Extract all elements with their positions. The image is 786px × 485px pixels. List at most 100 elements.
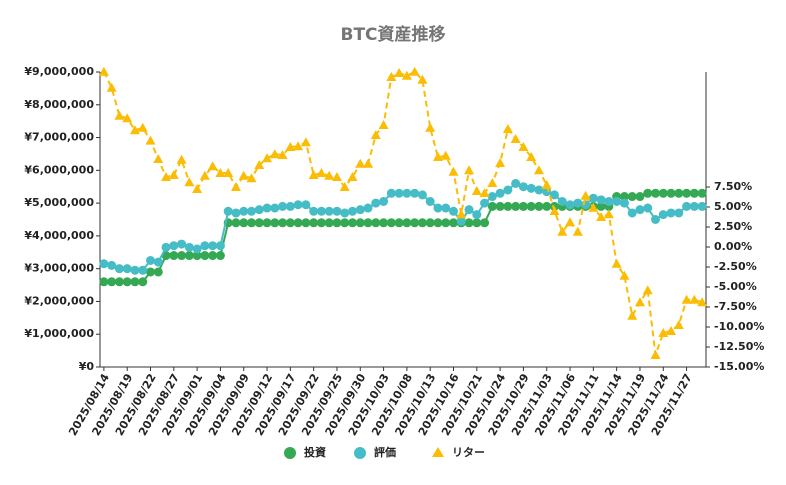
data-point (340, 218, 350, 228)
data-point (223, 206, 233, 216)
y-tick-label: ¥7,000,000 (24, 131, 94, 144)
data-point (627, 192, 637, 202)
data-point (99, 259, 109, 269)
data-point (199, 170, 210, 180)
y-tick-label: ¥4,000,000 (24, 229, 94, 242)
data-point (161, 242, 171, 252)
y2-tick-label: -15.00% (714, 360, 764, 373)
data-point (619, 198, 629, 208)
data-point (386, 72, 397, 81)
y2-tick-label: -12.50% (714, 340, 764, 353)
data-point (557, 226, 568, 236)
data-point (285, 142, 296, 151)
data-point (658, 188, 668, 198)
data-point (270, 203, 280, 213)
data-point (293, 218, 303, 228)
data-point (480, 218, 490, 228)
data-point (533, 165, 544, 175)
data-point (394, 218, 404, 228)
data-point (503, 185, 513, 195)
data-point (410, 188, 420, 198)
data-point (146, 267, 155, 277)
data-point (238, 170, 249, 180)
data-point (480, 198, 490, 208)
data-point (200, 251, 210, 261)
data-point (588, 193, 598, 203)
y-tick-label: ¥5,000,000 (24, 196, 94, 209)
data-point (363, 158, 374, 168)
data-point (612, 196, 622, 206)
data-point (153, 154, 164, 163)
data-point (697, 201, 707, 211)
data-point (332, 206, 342, 216)
y-tick-label: ¥9,000,000 (24, 65, 94, 78)
data-point (417, 218, 427, 228)
data-point (230, 182, 241, 191)
data-point (107, 277, 117, 287)
data-point (269, 149, 280, 159)
data-point (449, 206, 458, 216)
data-point (604, 196, 614, 206)
data-point (534, 185, 544, 195)
data-point (464, 205, 474, 215)
y2-tick-label: 7.50% (714, 180, 752, 193)
data-point (386, 218, 396, 228)
data-point (332, 218, 342, 228)
y-tick-label: ¥2,000,000 (24, 294, 94, 307)
data-point (215, 241, 225, 251)
data-point (456, 209, 467, 219)
data-point (425, 122, 436, 132)
data-point (394, 68, 405, 77)
data-point (122, 264, 132, 274)
data-point (580, 190, 591, 200)
data-point (146, 255, 155, 265)
data-point (541, 180, 552, 189)
data-point (674, 208, 684, 218)
data-point (169, 241, 179, 251)
data-point (634, 297, 645, 307)
data-point (262, 153, 273, 163)
data-point (627, 310, 638, 320)
data-point (433, 203, 443, 213)
data-point (309, 218, 319, 228)
data-point (122, 113, 133, 123)
data-point (247, 218, 256, 228)
data-point (215, 168, 226, 177)
data-point (433, 218, 443, 228)
data-point (487, 201, 497, 211)
data-point (168, 170, 179, 179)
data-point (301, 218, 311, 228)
data-point (215, 251, 225, 261)
data-point (402, 188, 412, 198)
data-point (324, 206, 334, 216)
data-point (176, 154, 187, 164)
data-point (208, 241, 218, 251)
data-point (643, 203, 653, 213)
data-point (270, 218, 280, 228)
data-point (689, 188, 699, 198)
data-point (651, 215, 660, 224)
data-point (246, 173, 257, 183)
data-point (363, 203, 373, 213)
data-point (487, 178, 498, 187)
data-point (588, 202, 599, 212)
data-point (347, 172, 358, 181)
data-point (184, 242, 194, 252)
data-point (331, 172, 342, 181)
data-point (472, 218, 482, 228)
data-point (401, 70, 412, 80)
data-point (511, 178, 521, 188)
data-point (138, 265, 148, 275)
data-point (340, 208, 350, 218)
legend-label: 投資 (304, 445, 326, 459)
data-point (177, 239, 187, 249)
data-point (300, 137, 311, 147)
data-point (208, 251, 218, 261)
y-tick-label: ¥6,000,000 (24, 163, 94, 176)
data-point (153, 257, 163, 267)
data-point (192, 251, 202, 261)
data-point (254, 218, 264, 228)
data-point (262, 218, 272, 228)
data-point (114, 264, 124, 274)
data-point (231, 208, 241, 218)
